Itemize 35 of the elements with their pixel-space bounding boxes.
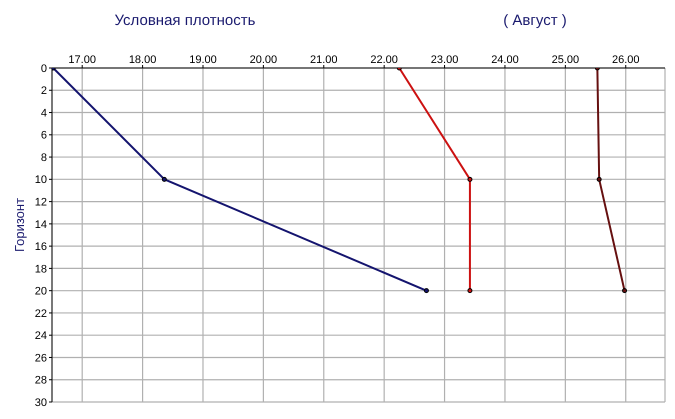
chart-subtitle: ( Август ) (502, 12, 568, 29)
y-tick-label: 24 (34, 330, 47, 342)
y-tick-label: 16 (34, 241, 47, 254)
y-tick-label: 30 (34, 396, 47, 409)
x-tick-label: 22.00 (370, 54, 398, 66)
point (596, 176, 602, 182)
y-tick-label: 2 (40, 85, 47, 98)
point (467, 288, 472, 294)
y-tick-label: 8 (40, 152, 47, 164)
x-tick-label: 20.00 (250, 54, 278, 66)
chart-title: Условная плотность (114, 12, 256, 29)
y-tick-label: 14 (34, 218, 47, 231)
x-tick-label: 23.00 (430, 54, 458, 66)
point (424, 288, 429, 294)
y-tick-label: 22 (34, 308, 47, 320)
x-tick-label: 21.00 (310, 54, 338, 66)
y-tick-label: 0 (40, 62, 47, 75)
y-tick-label: 18 (34, 263, 47, 276)
x-tick-label: 26.00 (612, 54, 640, 66)
x-tick-label: 24.00 (491, 54, 519, 66)
x-tick-label: 19.00 (189, 54, 217, 66)
point (162, 176, 167, 182)
y-axis-title: Горизонт (12, 198, 27, 252)
y-tick-label: 20 (34, 286, 47, 298)
x-tick-label: 25.00 (552, 54, 580, 66)
x-tick-label: 17.00 (68, 54, 96, 66)
x-tick-label: 18.00 (128, 54, 156, 66)
y-tick-label: 4 (40, 107, 47, 120)
point (467, 176, 472, 182)
y-tick-label: 10 (34, 174, 47, 186)
y-tick-label: 12 (34, 196, 47, 209)
y-tick-label: 28 (34, 374, 47, 387)
point (622, 288, 628, 294)
y-tick-label: 6 (40, 130, 47, 142)
y-tick-label: 26 (34, 352, 47, 364)
